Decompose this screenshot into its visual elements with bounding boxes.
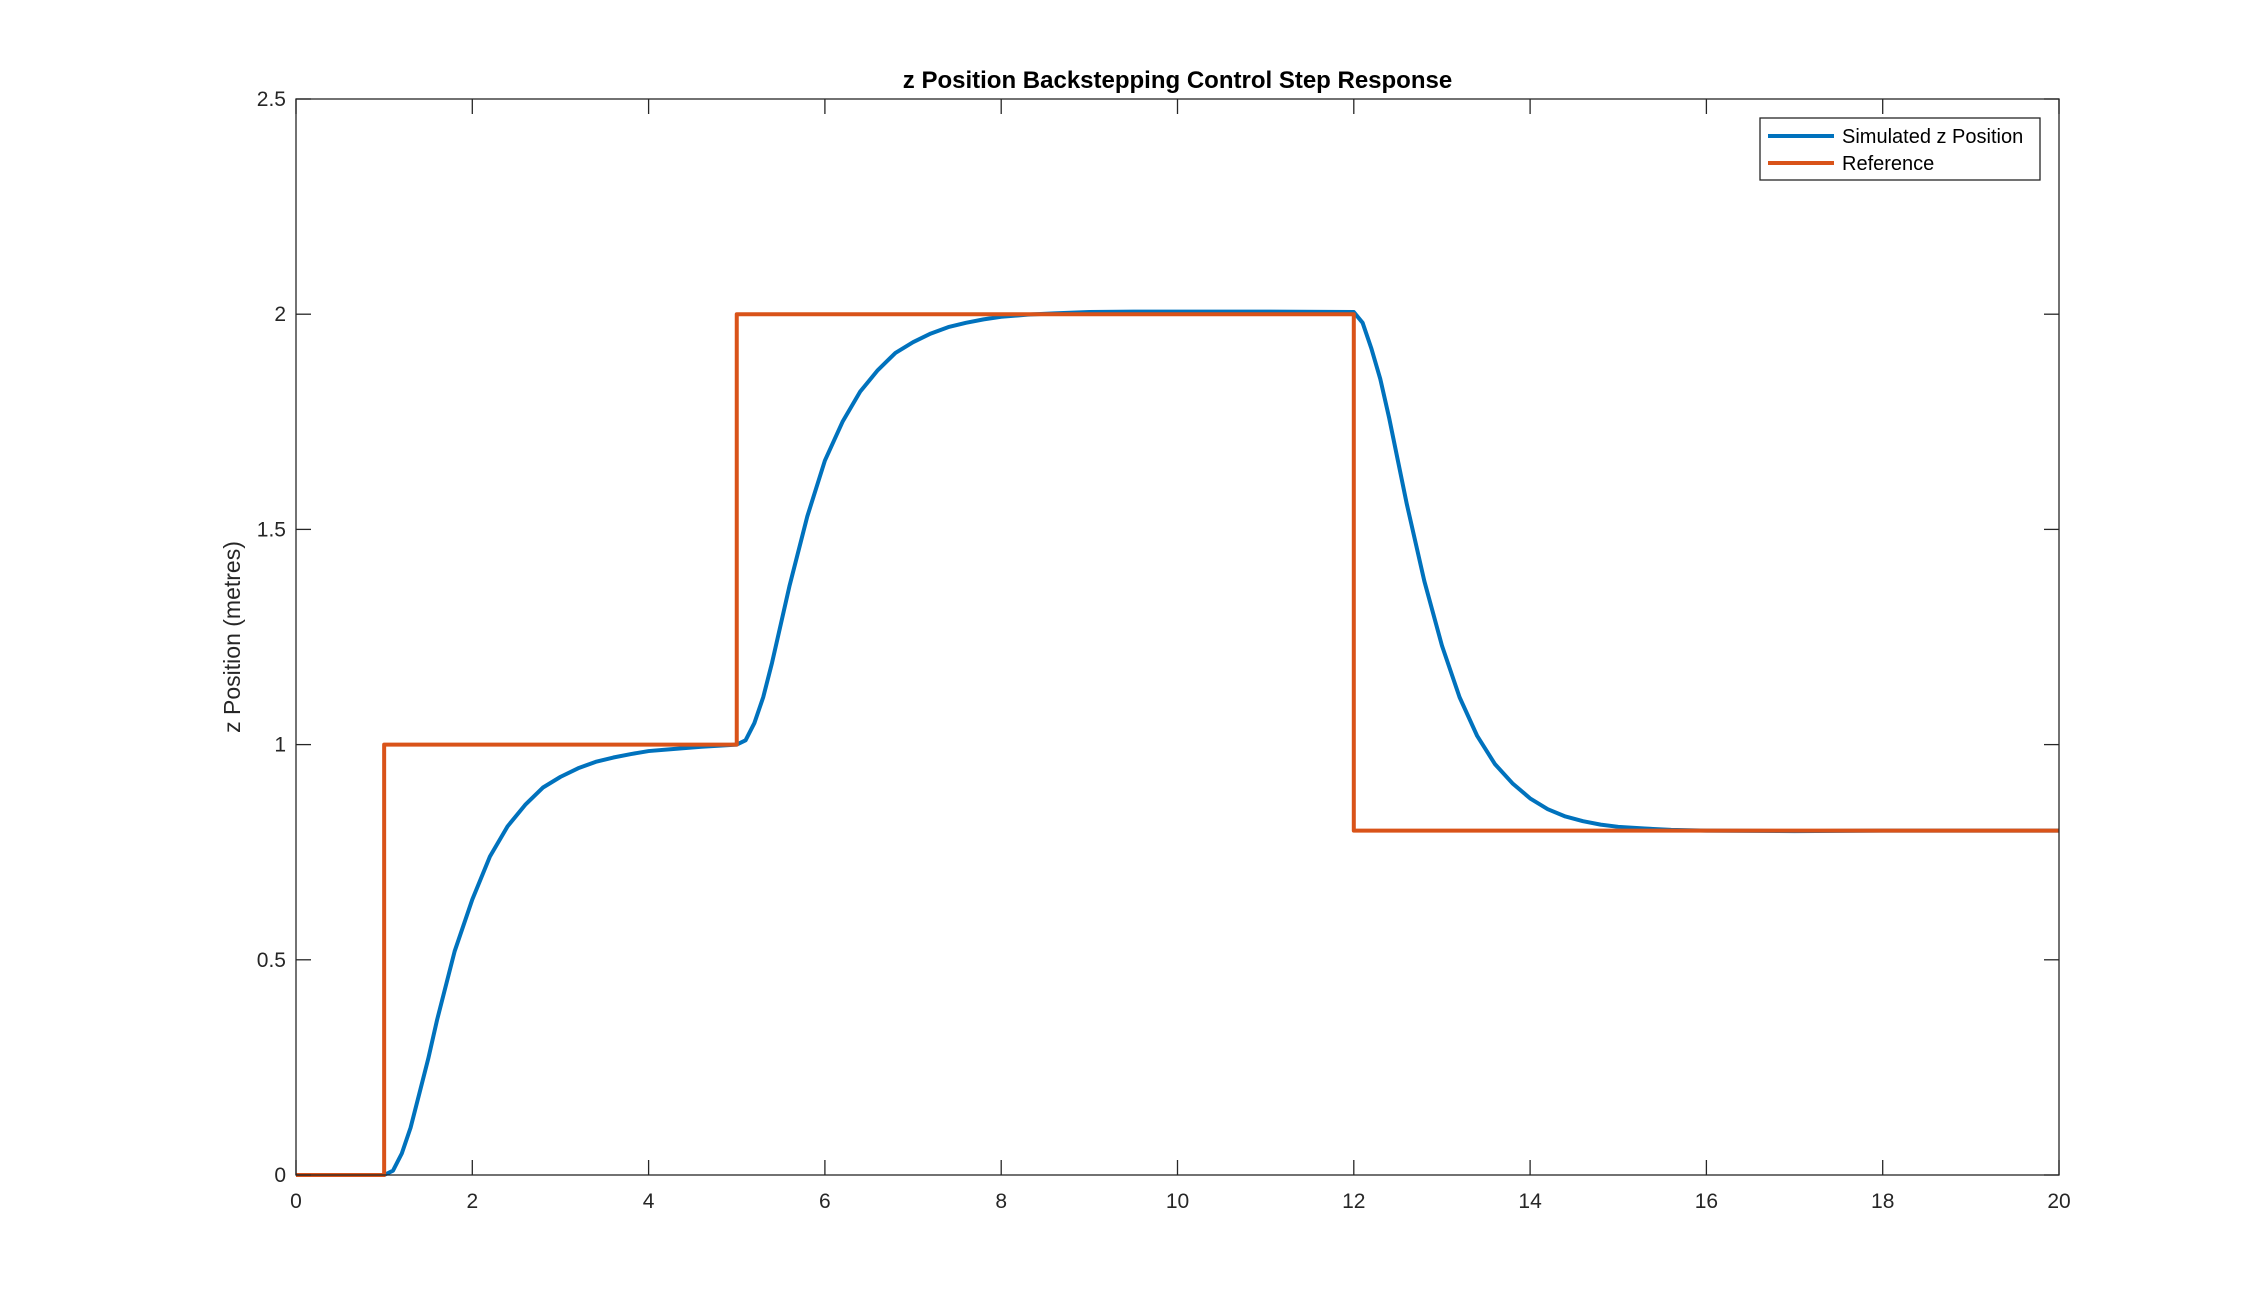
y-axis-label: z Position (metres) <box>219 541 245 733</box>
x-tick-label: 8 <box>995 1190 1007 1213</box>
plot-area <box>296 99 2059 1175</box>
x-tick-label: 4 <box>643 1190 655 1213</box>
x-tick-label: 6 <box>819 1190 831 1213</box>
x-tick-label: 12 <box>1342 1190 1365 1213</box>
chart-title: z Position Backstepping Control Step Res… <box>903 67 1452 94</box>
y-tick-label: 2.5 <box>257 88 286 111</box>
y-tick-label: 0 <box>274 1164 286 1187</box>
series-line-simulated-z-position <box>296 309 2059 1177</box>
x-tick-label: 16 <box>1695 1190 1718 1213</box>
y-tick-label: 0.5 <box>257 949 286 972</box>
legend-box <box>1759 117 2041 181</box>
series-layer <box>296 309 2059 1177</box>
y-tick-label: 1 <box>274 734 286 757</box>
series-line-reference <box>296 312 2059 1177</box>
y-tick-label: 1.5 <box>257 518 286 541</box>
x-tick-label: 2 <box>466 1190 478 1213</box>
legend-label-simulated: Simulated z Position <box>1842 126 2023 148</box>
x-tick-label: 10 <box>1166 1190 1189 1213</box>
x-tick-label: 20 <box>2047 1190 2070 1213</box>
y-tick-label: 2 <box>274 303 286 326</box>
legend: Simulated z Position Reference <box>1759 117 2041 181</box>
axes-layer: 0 2 4 6 8 10 12 14 16 18 20 0 0.5 1 1.5 2 2.5 <box>257 88 2071 1213</box>
legend-label-reference: Reference <box>1842 153 1934 175</box>
x-tick-label: 0 <box>290 1190 302 1213</box>
x-tick-label: 18 <box>1871 1190 1894 1213</box>
x-tick-label: 14 <box>1518 1190 1542 1213</box>
